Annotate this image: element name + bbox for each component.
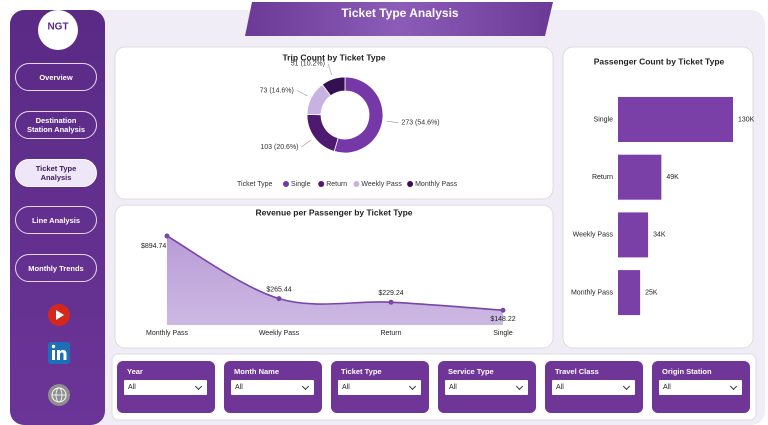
logo xyxy=(38,10,78,50)
logo-text: NGT xyxy=(47,22,68,33)
filter-dropdown[interactable]: All xyxy=(124,380,207,395)
data-label: 73 (14.6%) xyxy=(260,87,294,94)
nav-button[interactable]: Overview xyxy=(15,63,97,91)
bar xyxy=(618,97,733,142)
filter-label: Service Type xyxy=(448,367,494,376)
filter-card: Origin Station All xyxy=(652,361,750,413)
data-label: 273 (54.6%) xyxy=(401,120,439,127)
leader-line xyxy=(296,90,308,97)
x-tick-label: Return xyxy=(380,330,401,337)
nav-button[interactable]: Monthly Trends xyxy=(15,254,97,282)
y-tick-label: Return xyxy=(592,174,613,181)
data-label: 25K xyxy=(645,289,658,296)
legend-marker xyxy=(407,181,414,187)
data-label: 51 (10.2%) xyxy=(291,61,325,68)
filter-dropdown[interactable]: All xyxy=(445,380,528,395)
filter-dropdown[interactable]: All xyxy=(552,380,635,395)
legend-label: Return xyxy=(326,181,347,188)
nav-button[interactable]: Destination Station Analysis xyxy=(15,111,97,139)
data-label: 34K xyxy=(653,232,666,239)
chart-title: Trip Count by Ticket Type xyxy=(282,52,385,62)
bar xyxy=(618,154,662,200)
data-label: 130K xyxy=(738,116,755,123)
data-label: 103 (20.6%) xyxy=(260,144,298,151)
x-tick-label: Monthly Pass xyxy=(146,330,189,337)
data-label: $229.24 xyxy=(378,290,403,297)
line xyxy=(166,235,504,312)
data-label: $148.22 xyxy=(490,316,515,323)
x-tick-label: Single xyxy=(493,330,513,337)
y-tick-label: Monthly Pass xyxy=(571,289,614,296)
legend-label: Weekly Pass xyxy=(361,181,402,188)
point xyxy=(276,296,282,302)
filter-label: Origin Station xyxy=(662,367,712,376)
filter-dropdown[interactable]: All xyxy=(231,380,314,395)
filter-card: Ticket Type All xyxy=(331,361,429,413)
point xyxy=(388,299,394,305)
filter-card: Travel Class All xyxy=(545,361,643,413)
filter-label: Month Name xyxy=(234,367,279,376)
filter-label: Ticket Type xyxy=(341,367,382,376)
chart-title: Revenue per Passenger by Ticket Type xyxy=(255,207,412,217)
bar xyxy=(618,212,649,258)
legend-label: Single xyxy=(291,181,311,188)
header-tab xyxy=(245,2,553,36)
y-tick-label: Single xyxy=(594,116,614,123)
area xyxy=(167,236,503,325)
y-tick-label: Weekly Pass xyxy=(573,232,614,239)
legend-marker xyxy=(283,181,289,187)
filter-card: Month Name All xyxy=(224,361,322,413)
point xyxy=(500,307,506,313)
linkedin-dot xyxy=(51,344,56,349)
sidebar xyxy=(10,10,105,425)
legend-label: Monthly Pass xyxy=(415,181,458,188)
leader-line xyxy=(301,139,312,148)
data-label: 49K xyxy=(666,174,679,181)
youtube-play xyxy=(56,310,64,320)
data-label: $894.74 xyxy=(141,243,166,250)
point xyxy=(164,233,170,239)
bar xyxy=(618,270,641,316)
filter-label: Year xyxy=(127,367,143,376)
donut-slice xyxy=(321,76,346,97)
filter-label: Travel Class xyxy=(555,367,599,376)
filter-dropdown[interactable]: All xyxy=(659,380,742,395)
legend-marker xyxy=(318,181,325,187)
data-label: $265.44 xyxy=(266,286,291,293)
card xyxy=(114,46,554,200)
nav-button[interactable]: Line Analysis xyxy=(15,206,97,234)
linkedin-n xyxy=(57,349,67,360)
filter-card: Year All xyxy=(117,361,215,413)
leader-line xyxy=(327,63,333,76)
page-title: Ticket Type Analysis xyxy=(341,6,458,20)
legend-title: Ticket Type xyxy=(237,181,273,188)
nav-button[interactable]: Ticket Type Analysis xyxy=(15,159,97,187)
x-tick-label: Weekly Pass xyxy=(259,330,300,337)
leader-line xyxy=(386,120,399,124)
legend-marker xyxy=(353,181,360,187)
filter-card: Service Type All xyxy=(438,361,536,413)
linkedin-i xyxy=(52,350,55,360)
donut-slice xyxy=(333,76,384,154)
chart-title: Passenger Count by Ticket Type xyxy=(594,56,725,66)
filter-dropdown[interactable]: All xyxy=(338,380,421,395)
